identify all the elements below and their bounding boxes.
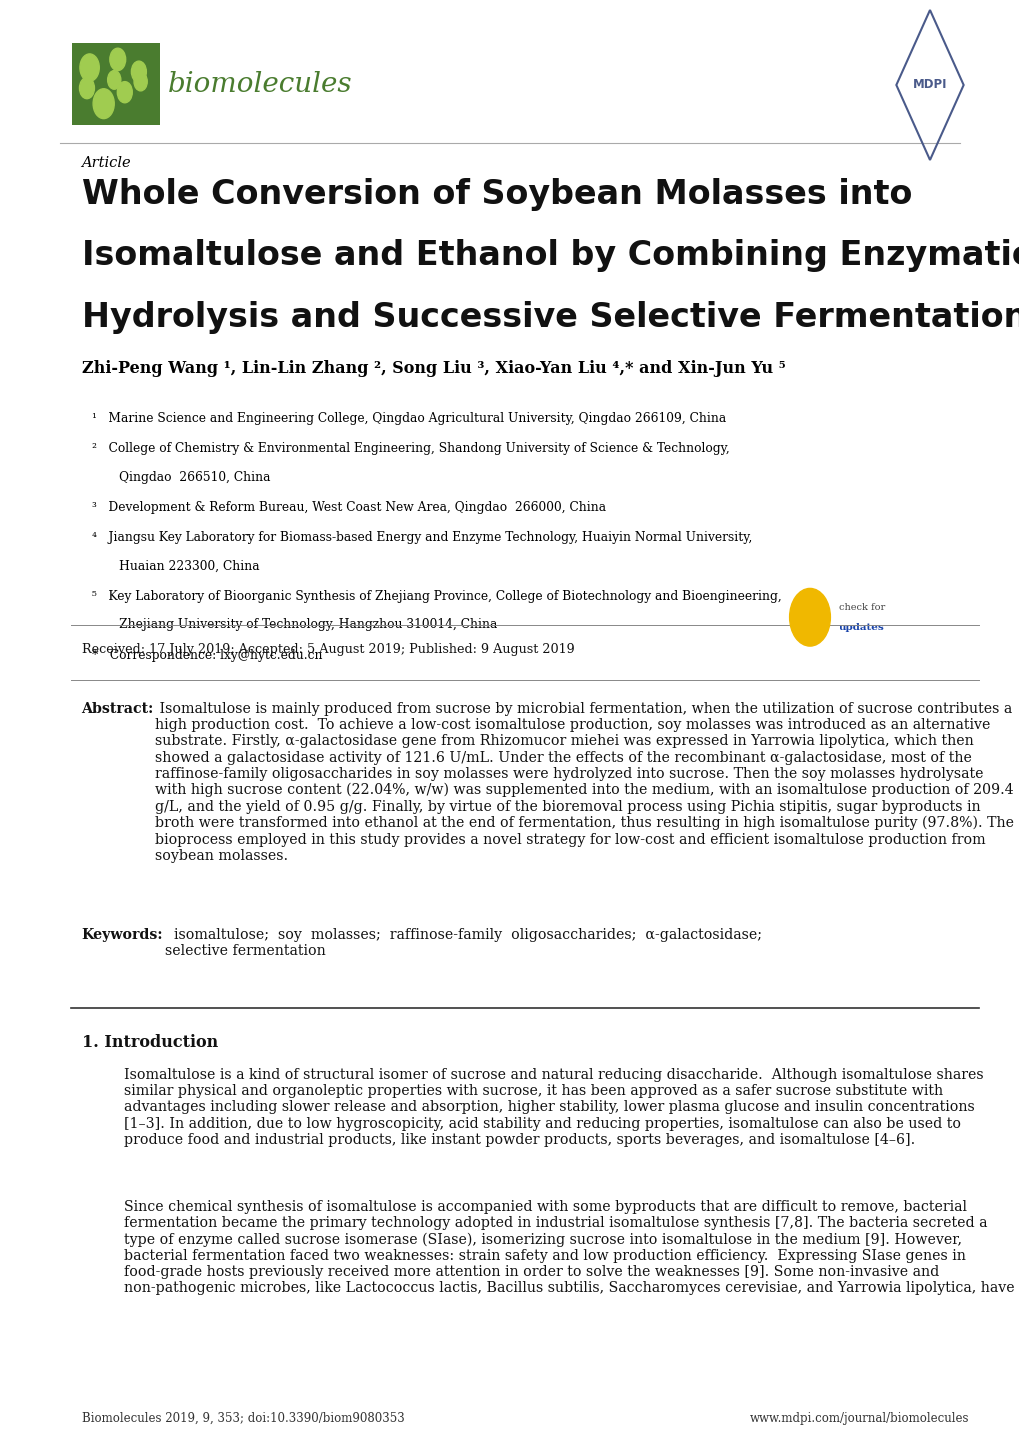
Text: biomolecules: biomolecules — [168, 72, 353, 98]
Text: Hydrolysis and Successive Selective Fermentations: Hydrolysis and Successive Selective Ferm… — [82, 301, 1019, 335]
Text: Qingdao  266510, China: Qingdao 266510, China — [92, 470, 270, 483]
Text: Huaian 223300, China: Huaian 223300, China — [92, 559, 259, 572]
Text: *   Correspondence: lxy@hytc.edu.cn: * Correspondence: lxy@hytc.edu.cn — [92, 649, 322, 662]
Text: Abstract:: Abstract: — [82, 702, 154, 717]
Text: ⁵   Key Laboratory of Bioorganic Synthesis of Zhejiang Province, College of Biot: ⁵ Key Laboratory of Bioorganic Synthesis… — [92, 590, 781, 603]
Text: Received: 17 July 2019; Accepted: 5 August 2019; Published: 9 August 2019: Received: 17 July 2019; Accepted: 5 Augu… — [82, 643, 574, 656]
Text: ⁴   Jiangsu Key Laboratory for Biomass-based Energy and Enzyme Technology, Huaiy: ⁴ Jiangsu Key Laboratory for Biomass-bas… — [92, 532, 751, 545]
Text: 1. Introduction: 1. Introduction — [82, 1034, 218, 1051]
Text: ¹   Marine Science and Engineering College, Qingdao Agricultural University, Qin: ¹ Marine Science and Engineering College… — [92, 412, 726, 425]
Text: Whole Conversion of Soybean Molasses into: Whole Conversion of Soybean Molasses int… — [82, 177, 911, 211]
Text: Article: Article — [82, 156, 131, 170]
Text: www.mdpi.com/journal/biomolecules: www.mdpi.com/journal/biomolecules — [749, 1412, 968, 1425]
Text: Zhejiang University of Technology, Hangzhou 310014, China: Zhejiang University of Technology, Hangz… — [92, 619, 496, 632]
Text: Keywords:: Keywords: — [82, 929, 163, 942]
Text: Isomaltulose is mainly produced from sucrose by microbial fermentation, when the: Isomaltulose is mainly produced from suc… — [155, 702, 1013, 862]
Text: Zhi-Peng Wang ¹, Lin-Lin Zhang ², Song Liu ³, Xiao-Yan Liu ⁴,* and Xin-Jun Yu ⁵: Zhi-Peng Wang ¹, Lin-Lin Zhang ², Song L… — [82, 360, 785, 376]
Text: isomaltulose;  soy  molasses;  raffinose-family  oligosaccharides;  α-galactosid: isomaltulose; soy molasses; raffinose-fa… — [165, 929, 761, 957]
Text: updates: updates — [838, 623, 883, 632]
Text: MDPI: MDPI — [912, 78, 947, 91]
Text: ²   College of Chemistry & Environmental Engineering, Shandong University of Sci: ² College of Chemistry & Environmental E… — [92, 443, 729, 456]
Text: check for: check for — [838, 603, 883, 611]
Text: ✓: ✓ — [803, 610, 815, 624]
Text: Isomaltulose and Ethanol by Combining Enzymatic: Isomaltulose and Ethanol by Combining En… — [82, 239, 1019, 273]
Text: Isomaltulose is a kind of structural isomer of sucrose and natural reducing disa: Isomaltulose is a kind of structural iso… — [124, 1069, 983, 1146]
Text: Since chemical synthesis of isomaltulose is accompanied with some byproducts tha: Since chemical synthesis of isomaltulose… — [124, 1200, 1014, 1295]
Text: ³   Development & Reform Bureau, West Coast New Area, Qingdao  266000, China: ³ Development & Reform Bureau, West Coas… — [92, 500, 605, 513]
Text: Biomolecules 2019, 9, 353; doi:10.3390/biom9080353: Biomolecules 2019, 9, 353; doi:10.3390/b… — [82, 1412, 404, 1425]
